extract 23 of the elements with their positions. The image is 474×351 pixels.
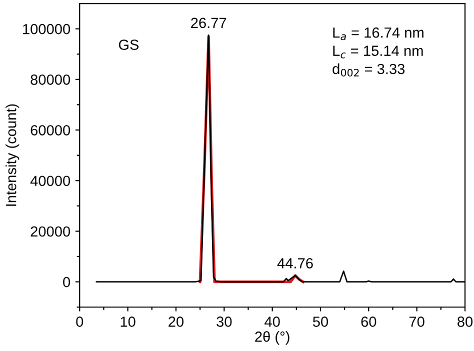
y-tick-label: 40000 [30,176,70,186]
y-tick-label: 60000 [30,125,70,136]
y-tick-label: 20000 [30,226,70,237]
annotation: GS [118,40,139,50]
y-tick-label: 100000 [23,24,70,34]
annotation: d$_{002}$ = 3.33 [332,63,405,77]
x-axis-title: 2θ (°) [255,331,290,345]
x-tick-label: 10 [120,316,136,327]
annotation: 26.77 [191,18,226,28]
x-tick-label: 60 [361,316,376,327]
annotation: L$_{a}$ = 16.74 nm [333,27,424,40]
x-tick-label: 20 [168,316,184,327]
x-tick-label: 0 [76,316,84,327]
x-tick-label: 50 [312,316,328,327]
annotation: L$_{c}$ = 15.14 nm [333,46,423,58]
x-tick-label: 80 [458,316,473,327]
x-tick-label: 70 [409,316,424,327]
annotation: 44.76 [277,258,313,268]
y-axis-title: Intensity (count) [6,104,20,206]
x-tick-label: 40 [264,316,280,327]
x-tick-label: 30 [216,316,232,327]
y-tick-label: 80000 [30,74,70,85]
y-tick-label: 0 [63,276,70,288]
